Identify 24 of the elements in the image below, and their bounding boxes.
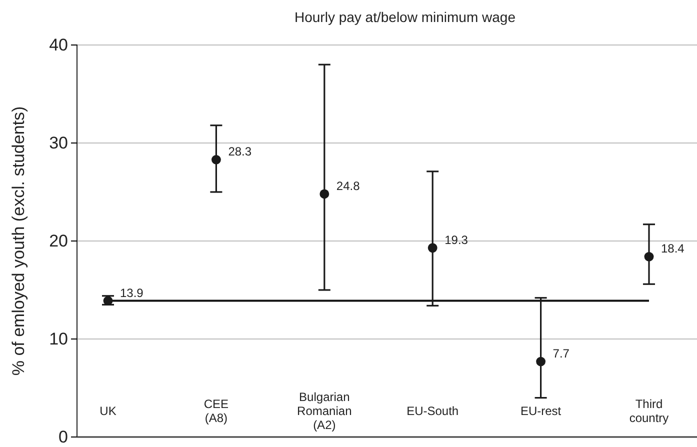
data-label: 28.3 xyxy=(228,144,252,159)
data-label: 19.3 xyxy=(444,232,468,247)
data-label: 13.9 xyxy=(120,286,144,300)
y-tick-label: 10 xyxy=(49,329,68,348)
data-label: 18.4 xyxy=(661,242,685,256)
point xyxy=(211,154,221,164)
x-tick-label: UK xyxy=(100,404,116,418)
y-tick-label: 20 xyxy=(49,231,68,250)
data-label: 7.7 xyxy=(552,346,570,361)
point xyxy=(536,356,546,366)
x-tick-label: Third country xyxy=(629,397,669,425)
y-tick-label: 40 xyxy=(49,35,68,54)
x-tick-label: Bulgarian Romanian (A2) xyxy=(297,390,352,432)
point xyxy=(644,252,654,262)
y-tick-label: 0 xyxy=(58,427,68,446)
x-tick-label: CEE (A8) xyxy=(204,397,229,425)
y-tick-label: 30 xyxy=(49,133,68,152)
x-tick-label: EU-South xyxy=(406,404,459,418)
point xyxy=(428,243,438,253)
point xyxy=(320,189,330,199)
x-tick-label: EU-rest xyxy=(520,404,562,418)
chart-title: Hourly pay at/below minimum wage xyxy=(294,9,516,25)
data-label: 24.8 xyxy=(336,178,360,193)
y-axis-title: % of emloyed youth (excl. students) xyxy=(9,106,28,376)
